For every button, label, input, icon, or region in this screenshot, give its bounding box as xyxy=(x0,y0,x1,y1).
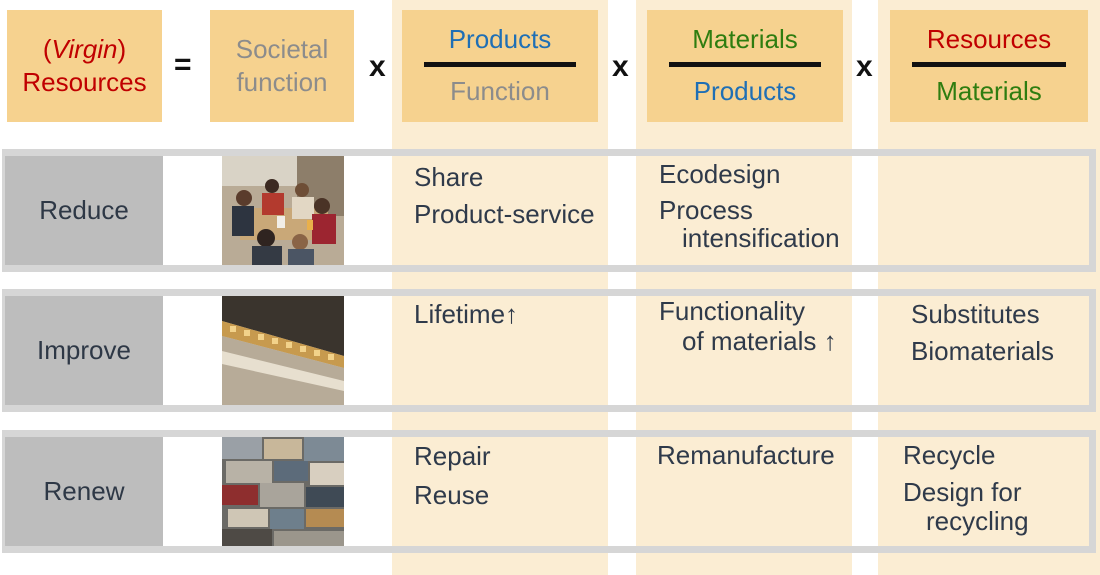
cell-renew-materials-products: Remanufacture xyxy=(657,437,835,474)
honeycomb-panel-photo xyxy=(222,296,344,405)
societal-label: Societal xyxy=(235,34,329,64)
fraction-numerator: Materials xyxy=(692,24,798,54)
row-label-improve: Improve xyxy=(5,296,163,405)
function-label: function xyxy=(236,67,328,97)
fraction-resources-materials: Resources Materials xyxy=(890,10,1088,122)
text-recycling: recycling xyxy=(926,506,1029,536)
text-remanufacture: Remanufacture xyxy=(657,440,835,470)
text-of-materials: of materials ↑ xyxy=(682,326,837,356)
multiply-sign-2: x xyxy=(612,50,629,83)
cell-reduce-products-function: Share Product-service xyxy=(414,159,595,233)
multiply-sign-3: x xyxy=(856,50,873,83)
cell-improve-resources-materials: Substitutes Biomaterials xyxy=(911,296,1054,370)
virgin-label: (Virgin) xyxy=(42,34,127,64)
text-share: Share xyxy=(414,162,484,192)
text-intensification: intensification xyxy=(682,223,840,253)
cell-improve-materials-products: Functionality of materials ↑ xyxy=(659,296,837,356)
row-label-renew: Renew xyxy=(5,437,163,546)
multiply-sign-1: x xyxy=(369,50,386,83)
text-biomaterials: Biomaterials xyxy=(911,336,1055,366)
fraction-denominator: Function xyxy=(450,76,550,106)
fraction-numerator: Products xyxy=(448,24,552,54)
text-substitutes: Substitutes xyxy=(911,299,1040,329)
text-functionality: Functionality xyxy=(659,296,805,326)
cell-reduce-materials-products: Ecodesign Process intensification xyxy=(659,156,840,256)
fraction-numerator: Resources xyxy=(926,24,1052,54)
scrapped-cars-photo xyxy=(222,437,344,546)
fraction-materials-products: Materials Products xyxy=(647,10,843,122)
societal-function-box: Societal function xyxy=(210,10,354,122)
equals-sign: = xyxy=(174,48,192,81)
text-design-for: Design for xyxy=(903,477,1022,507)
fraction-bar xyxy=(912,62,1066,67)
cell-improve-products-function: Lifetime↑ xyxy=(414,296,518,333)
text-product-service: Product-service xyxy=(414,199,595,229)
fraction-denominator: Materials xyxy=(936,76,1042,106)
fraction-bar xyxy=(424,62,576,67)
virgin-resources-box: (Virgin) Resources xyxy=(7,10,162,122)
cell-renew-resources-materials: Recycle Design for recycling xyxy=(903,437,1029,540)
fraction-denominator: Products xyxy=(693,76,797,106)
fraction-products-function: Products Function xyxy=(402,10,598,122)
text-lifetime: Lifetime↑ xyxy=(414,299,519,329)
text-repair: Repair xyxy=(414,441,491,471)
text-process: Process xyxy=(659,195,753,225)
fraction-bar xyxy=(669,62,821,67)
people-sharing-table-photo xyxy=(222,156,344,265)
cell-renew-products-function: Repair Reuse xyxy=(414,437,491,515)
text-recycle: Recycle xyxy=(903,440,996,470)
resources-label: Resources xyxy=(22,67,147,97)
text-reuse: Reuse xyxy=(414,480,490,510)
row-label-reduce: Reduce xyxy=(5,156,163,265)
text-ecodesign: Ecodesign xyxy=(659,159,781,189)
